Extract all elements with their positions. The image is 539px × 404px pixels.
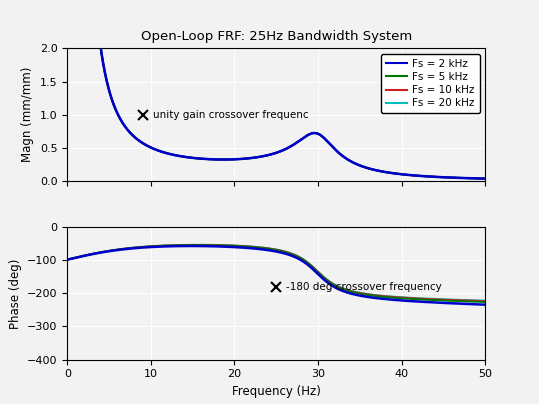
Text: unity gain crossover frequenc: unity gain crossover frequenc	[153, 109, 308, 120]
X-axis label: Frequency (Hz): Frequency (Hz)	[232, 385, 321, 398]
Title: Open-Loop FRF: 25Hz Bandwidth System: Open-Loop FRF: 25Hz Bandwidth System	[141, 30, 412, 43]
Y-axis label: Magn (mm/mm): Magn (mm/mm)	[22, 67, 34, 162]
Legend: Fs = 2 kHz, Fs = 5 kHz, Fs = 10 kHz, Fs = 20 kHz: Fs = 2 kHz, Fs = 5 kHz, Fs = 10 kHz, Fs …	[381, 54, 480, 114]
Text: -180 deg crossover frequency: -180 deg crossover frequency	[286, 282, 442, 292]
Y-axis label: Phase (deg): Phase (deg)	[9, 258, 22, 328]
